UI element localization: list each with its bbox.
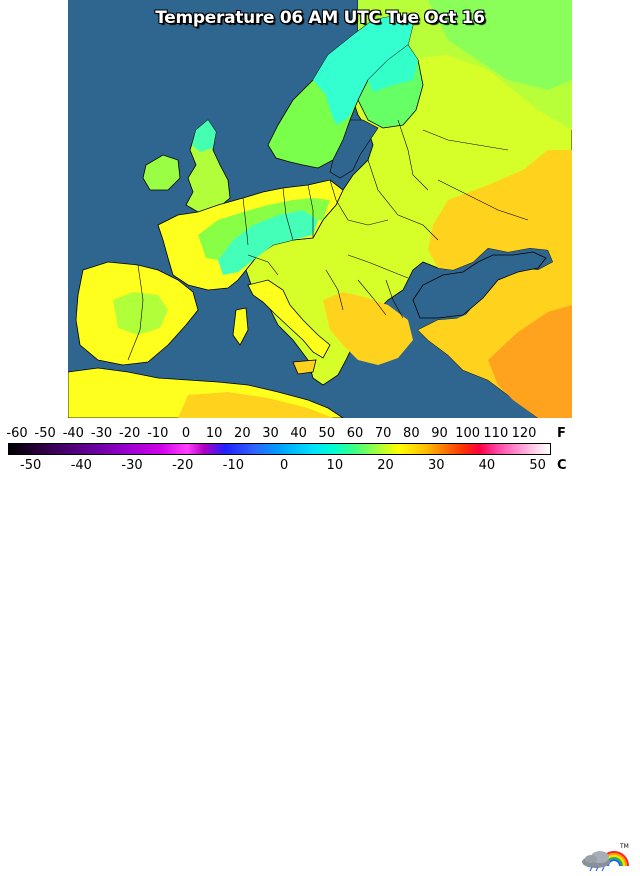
fahrenheit-tick-label: 0 bbox=[181, 426, 191, 441]
ireland bbox=[142, 154, 181, 191]
celsius-tick-label: 20 bbox=[377, 458, 394, 473]
celsius-tick-label: -50 bbox=[20, 458, 42, 473]
fahrenheit-tick-label: -40 bbox=[62, 426, 84, 441]
fahrenheit-tick-label: -50 bbox=[34, 426, 56, 441]
fahrenheit-tick-label: 60 bbox=[346, 426, 364, 441]
fahrenheit-tick-label: 100 bbox=[455, 426, 481, 441]
scandinavia-cyan bbox=[313, 15, 413, 125]
central-europe-green bbox=[198, 198, 330, 260]
iberia-green bbox=[113, 292, 168, 335]
fahrenheit-tick-label: 110 bbox=[483, 426, 509, 441]
sardinia bbox=[232, 307, 249, 346]
fahrenheit-tick-label: -60 bbox=[6, 426, 28, 441]
celsius-tick-label: 40 bbox=[478, 458, 496, 473]
celsius-tick-label: 10 bbox=[326, 458, 344, 473]
italy-land bbox=[247, 279, 331, 359]
fahrenheit-tick-label: 70 bbox=[374, 426, 392, 441]
temperature-color-bar bbox=[8, 443, 551, 455]
map-title: Temperature 06 AM UTC Tue Oct 16 bbox=[155, 8, 485, 28]
turkey-orange bbox=[488, 300, 572, 418]
celsius-tick-label: 0 bbox=[279, 458, 289, 473]
finland-cyan bbox=[368, 45, 418, 92]
fahrenheit-tick-label: -30 bbox=[90, 426, 113, 441]
celsius-tick-label: -30 bbox=[121, 458, 143, 473]
celsius-unit-label: C bbox=[557, 458, 567, 473]
fahrenheit-tick-label: 50 bbox=[318, 426, 336, 441]
fahrenheit-tick-label: 90 bbox=[431, 426, 448, 441]
fahrenheit-tick-label: 120 bbox=[511, 426, 537, 441]
fahrenheit-tick-label: 10 bbox=[205, 426, 223, 441]
celsius-tick-label: -40 bbox=[70, 458, 92, 473]
arctic-green bbox=[428, 0, 572, 90]
trademark-label: TM bbox=[619, 843, 629, 850]
fahrenheit-tick-label: 20 bbox=[234, 426, 251, 441]
central-europe-cyan bbox=[218, 210, 318, 275]
weather-map: Temperature 06 AM UTC Tue Oct 16 bbox=[68, 0, 572, 418]
fahrenheit-tick-label: 30 bbox=[262, 426, 279, 441]
temperature-map-graphic bbox=[68, 0, 572, 418]
celsius-tick-label: 50 bbox=[529, 458, 546, 473]
fahrenheit-tick-label: -10 bbox=[147, 426, 169, 441]
north-africa-orange bbox=[178, 392, 333, 418]
celsius-tick-label: -10 bbox=[222, 458, 245, 473]
fahrenheit-tick-label: 80 bbox=[403, 426, 420, 441]
fahrenheit-tick-label: 40 bbox=[290, 426, 307, 441]
celsius-tick-label: 30 bbox=[427, 458, 445, 473]
fahrenheit-unit-label: F bbox=[557, 426, 566, 441]
cloud-rainbow-logo-icon: TM bbox=[582, 843, 629, 872]
celsius-tick-label: -20 bbox=[172, 458, 194, 473]
scotland-cyan bbox=[192, 120, 216, 152]
sicily bbox=[292, 359, 317, 375]
balkans-land bbox=[323, 292, 413, 365]
black-sea bbox=[412, 251, 547, 319]
baltic-sea bbox=[329, 119, 379, 179]
temperature-legend: -60 -50 -40 -30 -20 -10 0 10 20 30 40 50 60 70 80 90 100… bbox=[0, 418, 640, 872]
fahrenheit-tick-label: -20 bbox=[119, 426, 141, 441]
country-borders bbox=[127, 119, 529, 361]
turkey-yellow bbox=[428, 285, 572, 368]
